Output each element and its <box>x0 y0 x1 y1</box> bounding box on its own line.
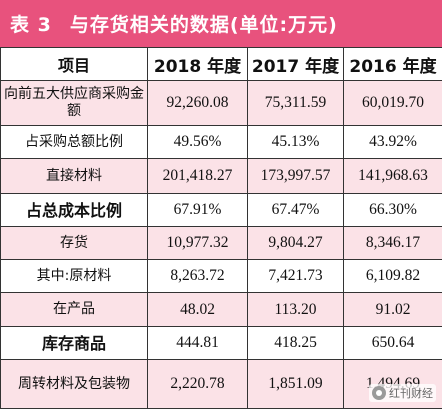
cell-2018: 444.81 <box>148 327 248 360</box>
table-row: 直接材料 201,418.27 173,997.57 141,968.63 <box>1 159 442 194</box>
table-row: 占采购总额比例 49.56% 45.13% 43.92% <box>1 126 442 159</box>
cell-2018: 92,260.08 <box>148 81 248 126</box>
table-number: 表 3 <box>0 10 52 37</box>
cell-2016: 650.64 <box>344 327 442 360</box>
source-watermark: 红刊财经 <box>369 384 436 402</box>
table-title: 与存货相关的数据(单位:万元) <box>52 10 338 37</box>
cell-2018: 10,977.32 <box>148 227 248 260</box>
row-label: 占总成本比例 <box>1 194 148 227</box>
cell-2018: 8,263.72 <box>148 260 248 293</box>
cell-2018: 201,418.27 <box>148 159 248 194</box>
table-row: 占总成本比例 67.91% 67.47% 66.30% <box>1 194 442 227</box>
header-row: 项目 2018 年度 2017 年度 2016 年度 <box>1 48 442 81</box>
row-label: 其中:原材料 <box>1 260 148 293</box>
cell-2018: 67.91% <box>148 194 248 227</box>
row-label: 存货 <box>1 227 148 260</box>
row-label: 向前五大供应商采购金额 <box>1 81 148 126</box>
cell-2017: 9,804.27 <box>248 227 344 260</box>
cell-2016: 91.02 <box>344 293 442 327</box>
header-2017: 2017 年度 <box>248 48 344 81</box>
table-row: 在产品 48.02 113.20 91.02 <box>1 293 442 327</box>
table-row: 向前五大供应商采购金额 92,260.08 75,311.59 60,019.7… <box>1 81 442 126</box>
row-label: 周转材料及包装物 <box>1 360 148 409</box>
title-bar: 表 3 与存货相关的数据(单位:万元) <box>0 0 442 47</box>
cell-2017: 75,311.59 <box>248 81 344 126</box>
header-2016: 2016 年度 <box>344 48 442 81</box>
cell-2018: 2,220.78 <box>148 360 248 409</box>
cell-2016: 8,346.17 <box>344 227 442 260</box>
cell-2016: 66.30% <box>344 194 442 227</box>
inventory-data-table: 项目 2018 年度 2017 年度 2016 年度 向前五大供应商采购金额 9… <box>0 47 442 409</box>
cell-2018: 49.56% <box>148 126 248 159</box>
cell-2017: 173,997.57 <box>248 159 344 194</box>
cell-2017: 113.20 <box>248 293 344 327</box>
cell-2017: 67.47% <box>248 194 344 227</box>
cell-2017: 45.13% <box>248 126 344 159</box>
cell-2016: 43.92% <box>344 126 442 159</box>
cell-2017: 1,851.09 <box>248 360 344 409</box>
table-row: 库存商品 444.81 418.25 650.64 <box>1 327 442 360</box>
watermark-text: 红刊财经 <box>389 385 433 401</box>
table-row: 存货 10,977.32 9,804.27 8,346.17 <box>1 227 442 260</box>
circle-logo-icon <box>372 386 386 400</box>
cell-2016: 141,968.63 <box>344 159 442 194</box>
row-label: 库存商品 <box>1 327 148 360</box>
row-label: 直接材料 <box>1 159 148 194</box>
header-2018: 2018 年度 <box>148 48 248 81</box>
cell-2017: 7,421.73 <box>248 260 344 293</box>
cell-2016: 60,019.70 <box>344 81 442 126</box>
cell-2018: 48.02 <box>148 293 248 327</box>
cell-2016: 6,109.82 <box>344 260 442 293</box>
row-label: 占采购总额比例 <box>1 126 148 159</box>
table-row: 其中:原材料 8,263.72 7,421.73 6,109.82 <box>1 260 442 293</box>
header-item: 项目 <box>1 48 148 81</box>
cell-2017: 418.25 <box>248 327 344 360</box>
row-label: 在产品 <box>1 293 148 327</box>
